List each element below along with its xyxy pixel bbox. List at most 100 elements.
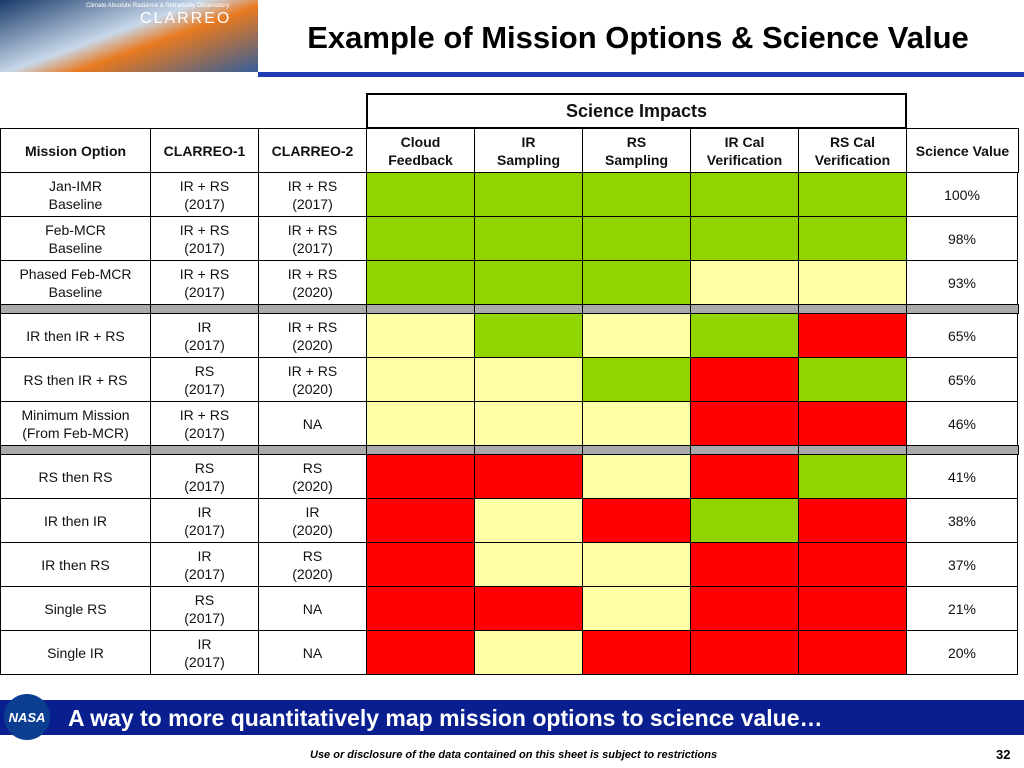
impact-cell <box>582 357 691 402</box>
column-header: IR Sampling <box>474 128 583 173</box>
science-value: 41% <box>906 454 1018 499</box>
impact-cell <box>690 216 799 261</box>
clarreo-1: IR (2017) <box>150 542 259 587</box>
impact-cell <box>690 313 799 358</box>
impact-cell <box>798 630 907 675</box>
impact-cell <box>366 586 475 631</box>
impact-cell <box>798 216 907 261</box>
impact-cell <box>690 586 799 631</box>
science-value: 100% <box>906 172 1018 217</box>
impact-cell <box>474 357 583 402</box>
clarreo-2: IR + RS (2017) <box>258 172 367 217</box>
impact-cell <box>366 357 475 402</box>
clarreo-2: IR + RS (2020) <box>258 260 367 305</box>
column-header: Mission Option <box>0 128 151 173</box>
notice: Use or disclosure of the data contained … <box>310 749 718 761</box>
impact-cell <box>582 260 691 305</box>
impact-cell <box>798 172 907 217</box>
mission-option: Jan-IMR Baseline <box>0 172 151 217</box>
clarreo-1: IR + RS (2017) <box>150 401 259 446</box>
impact-cell <box>690 454 799 499</box>
column-header: Cloud Feedback <box>366 128 475 173</box>
impact-cell <box>366 630 475 675</box>
clarreo-1: IR + RS (2017) <box>150 172 259 217</box>
science-value: 37% <box>906 542 1018 587</box>
impact-cell <box>474 454 583 499</box>
mission-option: IR then IR + RS <box>0 313 151 358</box>
clarreo-2: IR (2020) <box>258 498 367 543</box>
impact-cell <box>366 542 475 587</box>
column-header: CLARREO-1 <box>150 128 259 173</box>
column-header: RS Cal Verification <box>798 128 907 173</box>
mission-option: Phased Feb-MCR Baseline <box>0 260 151 305</box>
impact-cell <box>798 498 907 543</box>
science-value: 65% <box>906 313 1018 358</box>
clarreo-1: RS (2017) <box>150 454 259 499</box>
column-header: Science Value <box>906 128 1019 173</box>
mission-option: IR then RS <box>0 542 151 587</box>
impact-cell <box>474 630 583 675</box>
clarreo-2: IR + RS (2020) <box>258 313 367 358</box>
clarreo-2: RS (2020) <box>258 542 367 587</box>
impact-cell <box>366 216 475 261</box>
impact-cell <box>474 313 583 358</box>
impact-cell <box>582 454 691 499</box>
title-rule <box>258 72 1024 77</box>
clarreo-1: IR + RS (2017) <box>150 216 259 261</box>
impact-cell <box>582 172 691 217</box>
impact-cell <box>474 401 583 446</box>
impact-cell <box>798 260 907 305</box>
science-value: 93% <box>906 260 1018 305</box>
banner-text: A way to more quantitatively map mission… <box>68 705 823 731</box>
group-header: Science Impacts <box>366 93 907 129</box>
mission-option: Minimum Mission (From Feb-MCR) <box>0 401 151 446</box>
impact-cell <box>582 216 691 261</box>
clarreo-2: IR + RS (2020) <box>258 357 367 402</box>
science-value: 20% <box>906 630 1018 675</box>
clarreo-1: IR (2017) <box>150 313 259 358</box>
title: Example of Mission Options & Science Val… <box>307 20 969 55</box>
impact-cell <box>690 172 799 217</box>
impact-cell <box>474 216 583 261</box>
impact-cell <box>582 401 691 446</box>
mission-option: IR then IR <box>0 498 151 543</box>
logo: Climate Absolute Radiance & Refractivity… <box>0 0 258 72</box>
impact-cell <box>366 313 475 358</box>
column-header: RS Sampling <box>582 128 691 173</box>
column-header: IR Cal Verification <box>690 128 799 173</box>
banner: NASA A way to more quantitatively map mi… <box>0 694 1024 740</box>
impact-cell <box>798 357 907 402</box>
impact-cell <box>690 401 799 446</box>
impact-cell <box>582 498 691 543</box>
mission-option: Single IR <box>0 630 151 675</box>
impact-cell <box>798 454 907 499</box>
impact-cell <box>690 630 799 675</box>
nasa-logo: NASA <box>4 694 50 740</box>
impact-cell <box>582 542 691 587</box>
clarreo-1: IR (2017) <box>150 498 259 543</box>
science-value: 21% <box>906 586 1018 631</box>
clarreo-2: IR + RS (2017) <box>258 216 367 261</box>
clarreo-2: NA <box>258 630 367 675</box>
clarreo-2: NA <box>258 586 367 631</box>
impact-cell <box>474 260 583 305</box>
impact-cell <box>582 586 691 631</box>
impact-cell <box>366 454 475 499</box>
mission-option: Feb-MCR Baseline <box>0 216 151 261</box>
impact-cell <box>366 260 475 305</box>
impact-cell <box>474 498 583 543</box>
mission-option: RS then RS <box>0 454 151 499</box>
impact-cell <box>690 542 799 587</box>
impact-cell <box>474 542 583 587</box>
impact-cell <box>690 260 799 305</box>
impact-cell <box>798 542 907 587</box>
mission-option: Single RS <box>0 586 151 631</box>
logo-name: CLARREO <box>140 10 232 27</box>
page-number: 32 <box>996 747 1011 762</box>
clarreo-1: IR + RS (2017) <box>150 260 259 305</box>
science-value: 98% <box>906 216 1018 261</box>
science-value: 65% <box>906 357 1018 402</box>
impact-cell <box>366 401 475 446</box>
science-value: 46% <box>906 401 1018 446</box>
